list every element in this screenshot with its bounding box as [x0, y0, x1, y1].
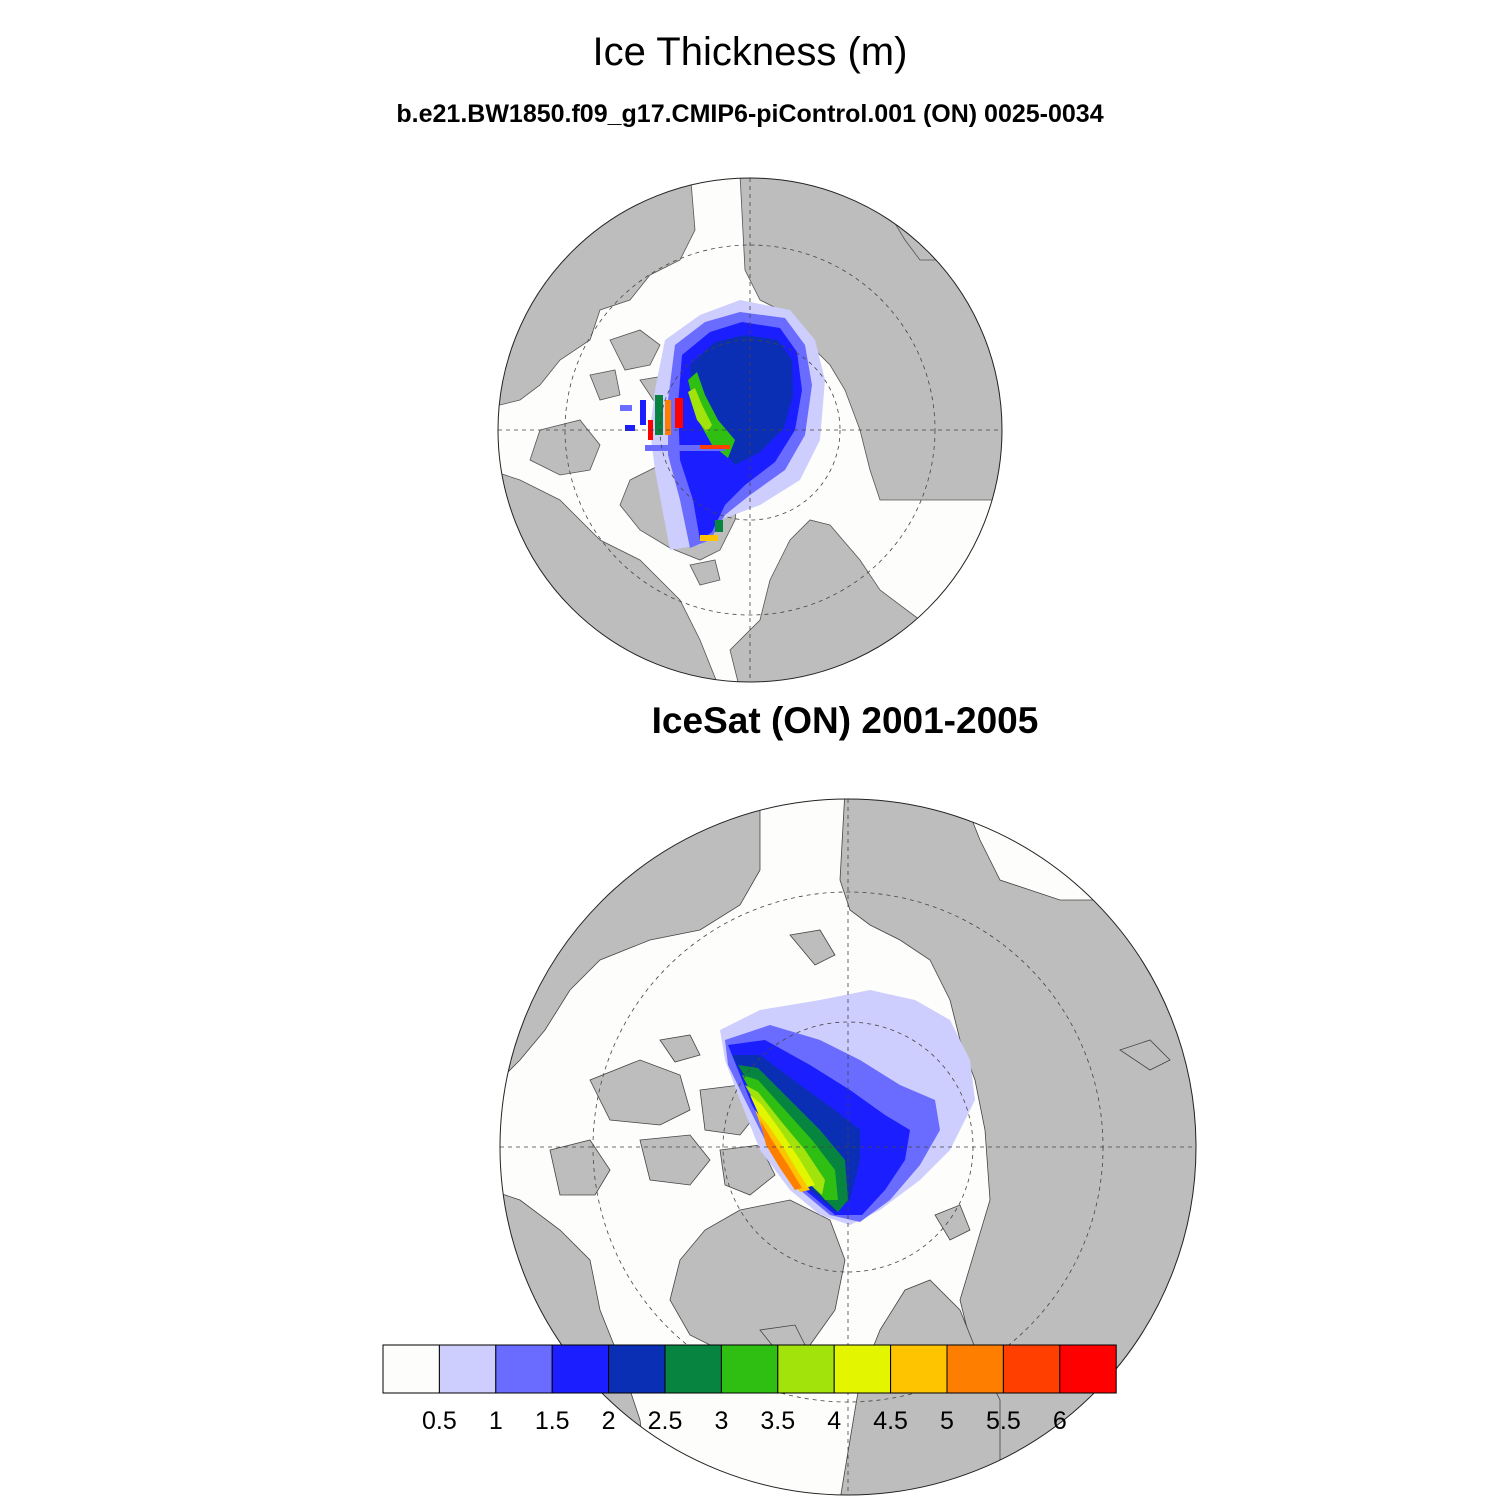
colorbar-tick-label: 6 [1053, 1407, 1067, 1435]
colorbar-swatch [382, 1344, 440, 1394]
colorbar-swatch [777, 1344, 835, 1394]
colorbar-tick-label: 1.5 [535, 1407, 570, 1435]
colorbar-tick-label: 4.5 [873, 1407, 908, 1435]
land-archipelago [529, 329, 681, 476]
ice-thick-ridge [688, 388, 712, 432]
colorbar-swatch [438, 1344, 497, 1394]
colorbar-tick-label: 3.5 [760, 1407, 795, 1435]
model-map [497, 177, 1003, 683]
land-novaya-zemlya [1119, 1039, 1171, 1071]
colorbar-swatch [1059, 1344, 1117, 1394]
colorbar-tick-label: 2 [602, 1407, 616, 1435]
colorbar-tick-label: 0.5 [422, 1407, 457, 1435]
land-chukotka [789, 929, 836, 966]
colorbar-tick-label: 4 [827, 1407, 841, 1435]
graticule [498, 178, 1002, 682]
colorbar-swatch [1002, 1344, 1061, 1394]
colorbar-tick-label: 3 [714, 1407, 728, 1435]
colorbar-swatch [946, 1344, 1004, 1394]
observation-panel-title: IceSat (ON) 2001-2005 [651, 700, 1039, 741]
model-panel-title: b.e21.BW1850.f09_g17.CMIP6-piControl.001… [396, 100, 1104, 128]
ice-4-4.5 [750, 1095, 815, 1188]
colorbar-swatch [551, 1344, 610, 1394]
land-eurasia [839, 799, 1196, 1495]
ice-thick-edge [688, 372, 735, 458]
colorbar-swatch [833, 1344, 892, 1394]
land-archipelago [549, 1034, 776, 1196]
colorbar-tick-label: 5.5 [986, 1407, 1021, 1435]
colorbar-swatch [495, 1344, 553, 1394]
colorbar-swatch [720, 1344, 779, 1394]
figure-title: Ice Thickness (m) [592, 30, 908, 74]
ice-4.5-5 [755, 1110, 810, 1192]
colorbar-tick-label: 5 [940, 1407, 954, 1435]
colorbar-tick-label: 1 [489, 1407, 503, 1435]
colorbar-swatch [608, 1344, 666, 1394]
colorbar: 0.5 1 1.5 2 2.5 3 3.5 4 4.5 5 5.5 6 [382, 1344, 1117, 1435]
ice-5-5.5 [760, 1120, 802, 1190]
colorbar-swatch [664, 1344, 722, 1394]
colorbar-tick-label: 2.5 [648, 1407, 683, 1435]
land-svalbard [689, 559, 721, 586]
colorbar-swatch [890, 1344, 948, 1394]
land-svalbard [934, 1204, 971, 1241]
